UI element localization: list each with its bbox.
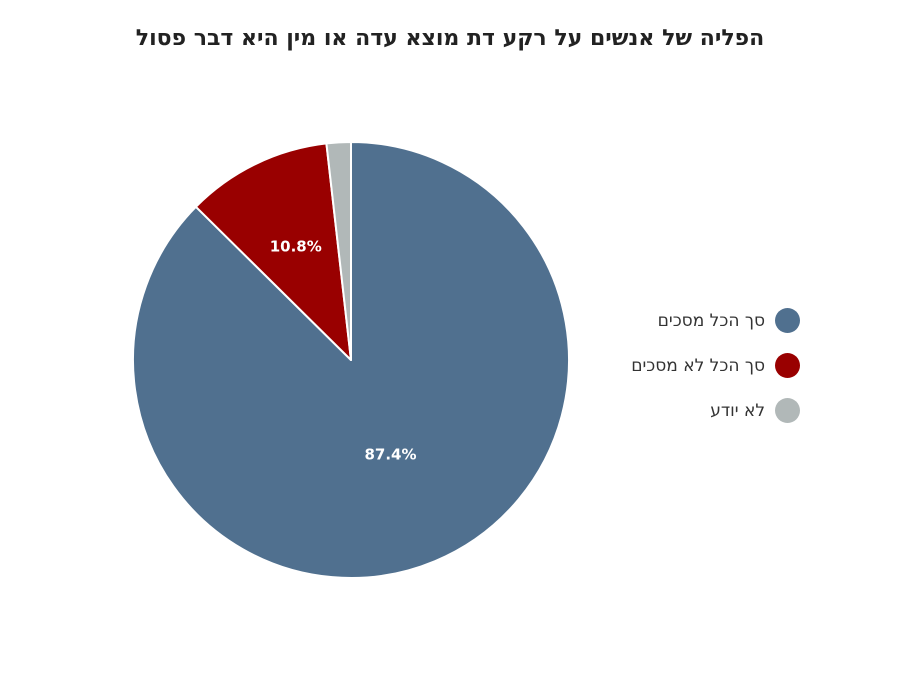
legend-swatch-disagree [775,353,800,378]
pie-label-disagree: 10.8% [270,237,322,255]
pie-label-agree: 87.4% [364,446,416,464]
pie-slice-disagree[interactable] [194,142,352,361]
legend-item-dont-know[interactable]: לא יודע [600,388,800,433]
legend-swatch-dont-know [775,398,800,423]
chart-title: הפליה של אנשים על רקע דת מוצא עדה או מין… [135,26,765,51]
legend-label-agree: סך הכל מסכים [657,310,765,331]
legend-item-disagree[interactable]: סך הכל לא מסכים [600,343,800,388]
legend-label-disagree: סך הכל לא מסכים [631,355,765,376]
legend-label-dont-know: לא יודע [710,400,765,421]
pie-slice-dont-know[interactable] [325,141,352,361]
legend-swatch-agree [775,308,800,333]
legend-item-agree[interactable]: סך הכל מסכים [600,298,800,343]
legend: סך הכל מסכים סך הכל לא מסכים לא יודע [600,298,800,433]
